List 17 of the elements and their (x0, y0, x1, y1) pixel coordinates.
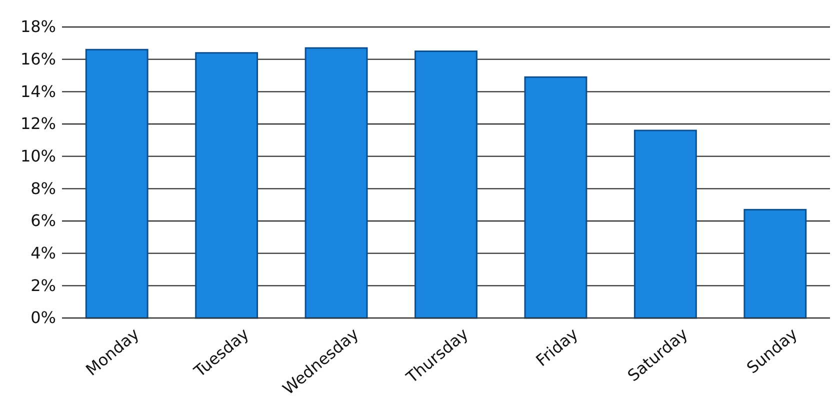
y-tick-label: 14% (20, 82, 56, 101)
bar (195, 52, 258, 319)
y-tick-label: 2% (30, 276, 56, 295)
y-tick-label: 12% (20, 114, 56, 134)
y-tick-label: 8% (30, 178, 56, 198)
bar (744, 208, 807, 319)
bar (524, 76, 588, 319)
y-tick-label: 10% (20, 146, 56, 166)
bar (634, 130, 697, 319)
bar (85, 48, 148, 319)
bar (414, 50, 478, 319)
y-tick-label: 6% (30, 211, 56, 230)
y-tick-label: 0% (30, 308, 56, 328)
y-tick-label: 18% (20, 17, 56, 36)
y-tick-label: 16% (20, 49, 56, 68)
bar (304, 47, 368, 319)
y-tick-label: 4% (30, 243, 56, 262)
